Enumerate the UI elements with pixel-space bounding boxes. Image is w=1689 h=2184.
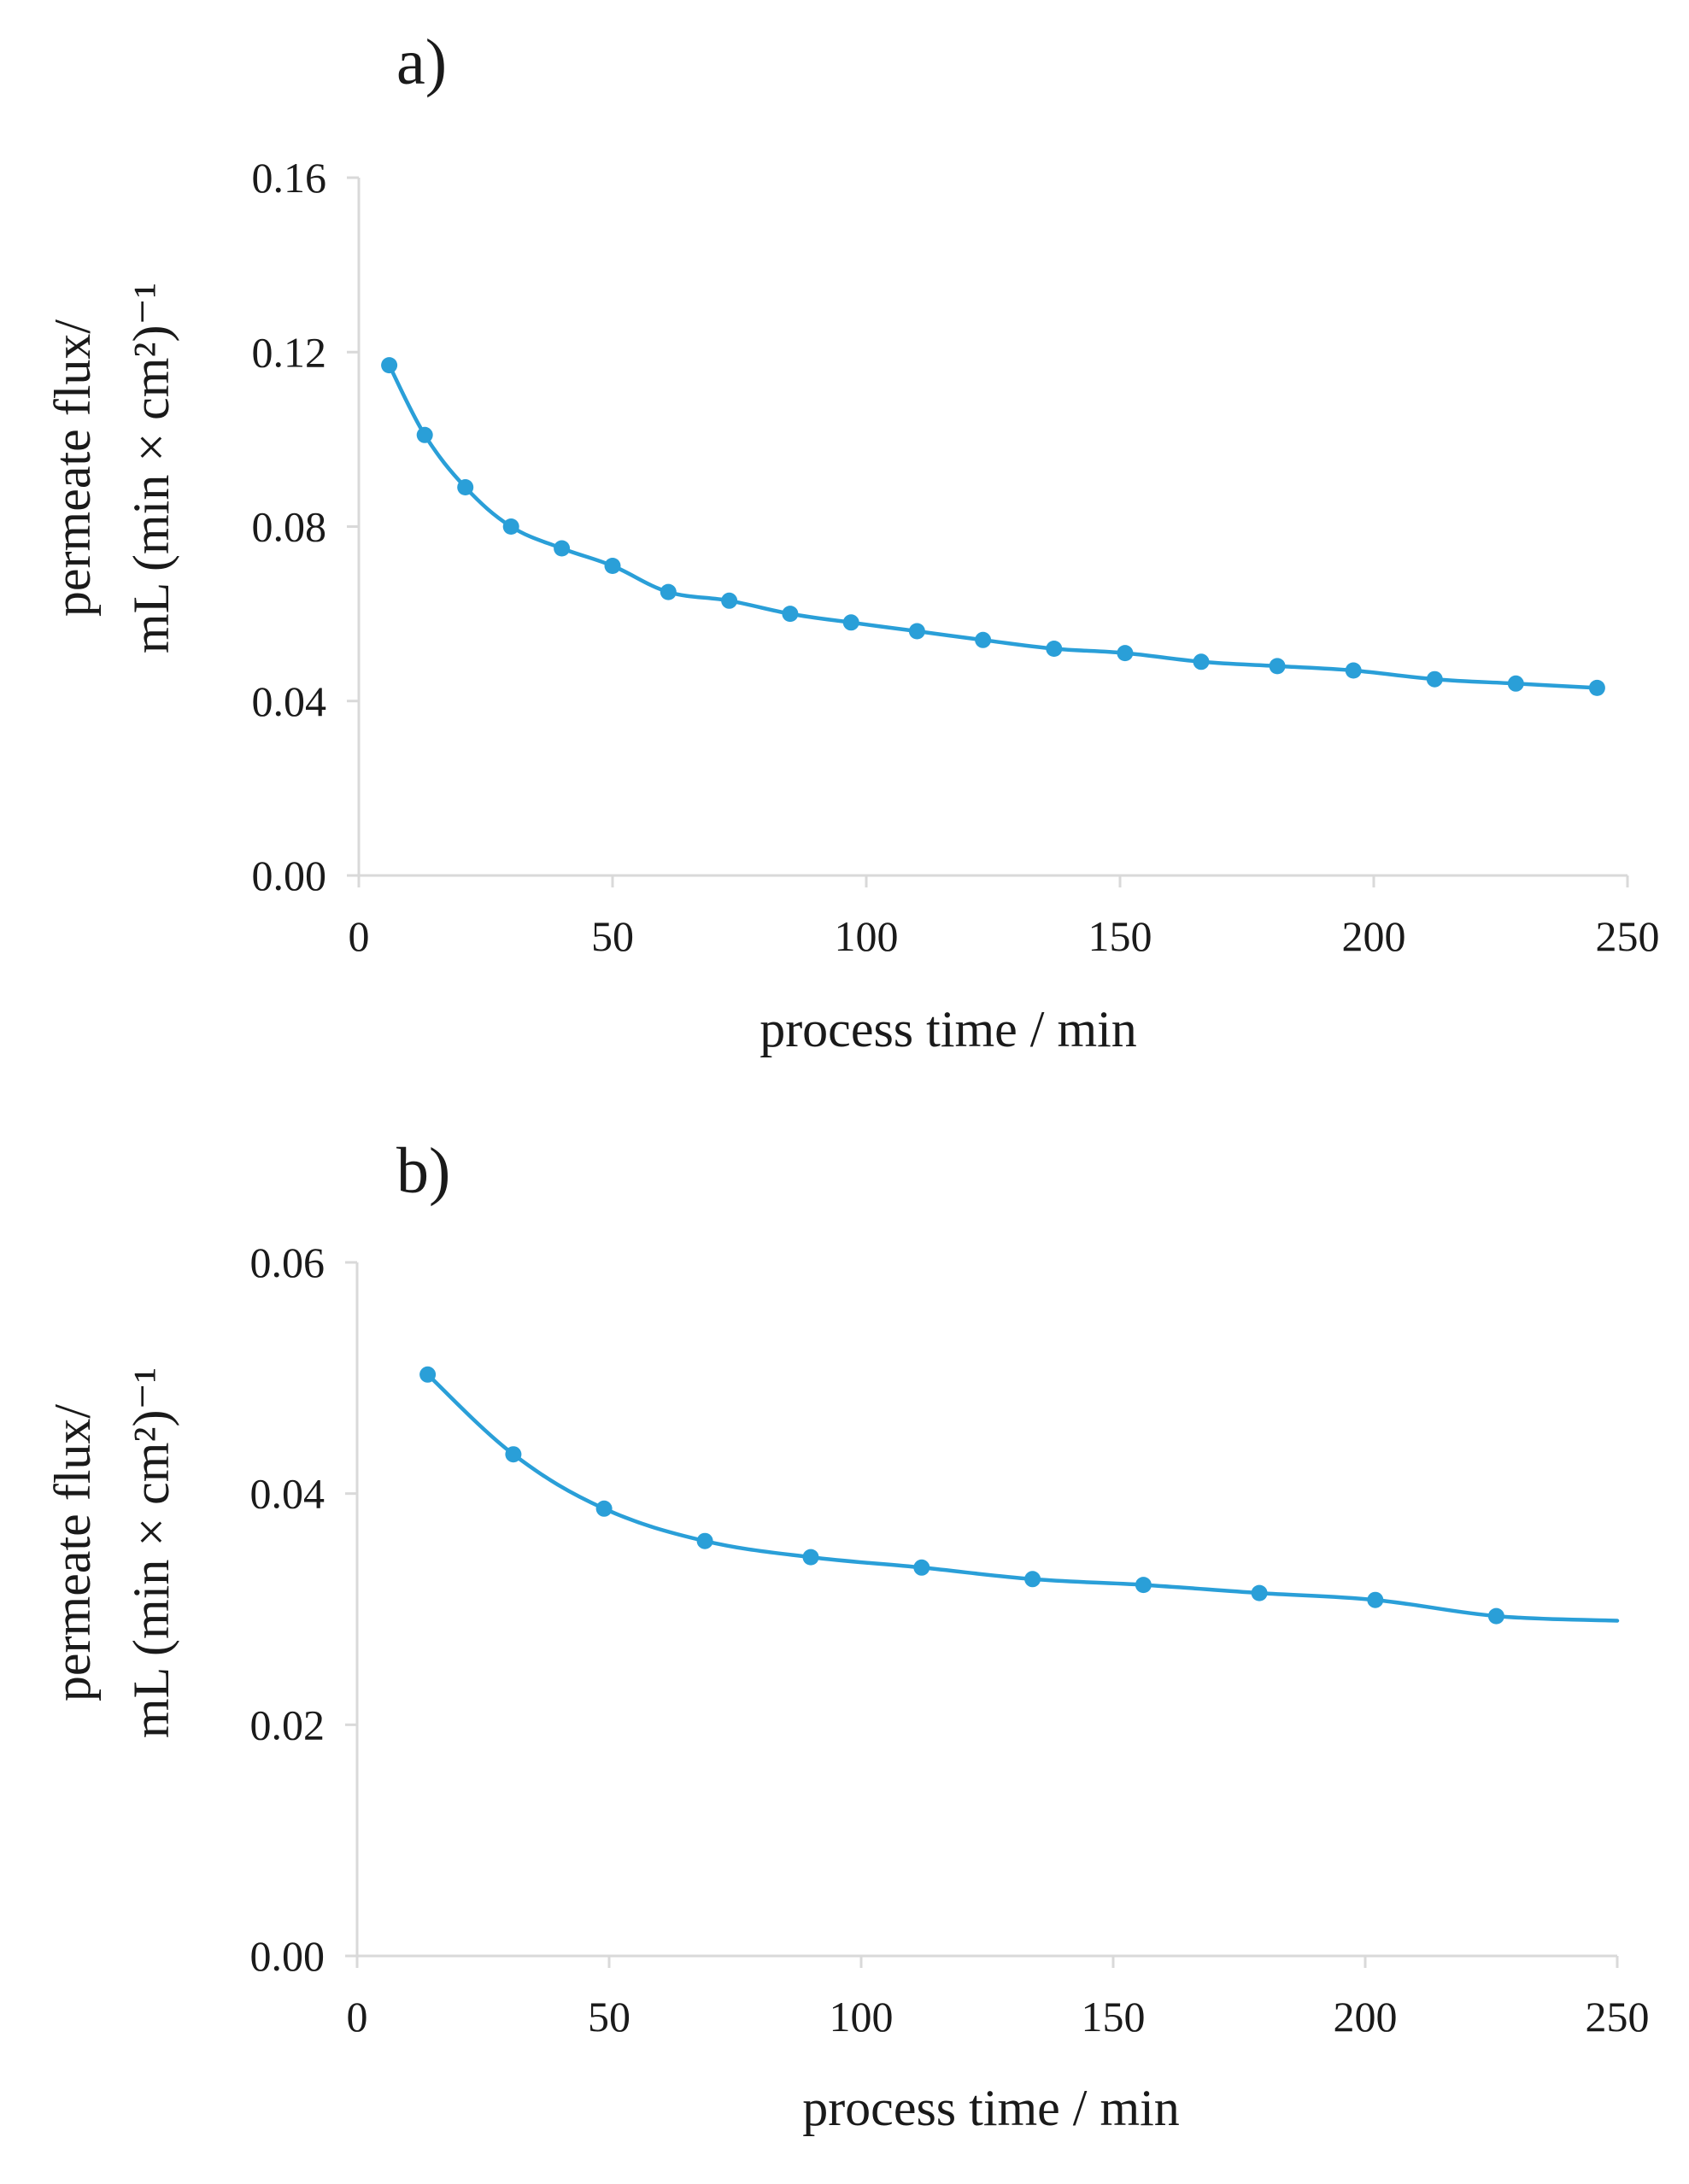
series-line-a — [387, 363, 1599, 690]
panel-label-a: a) — [396, 26, 447, 98]
data-point-a — [1588, 679, 1605, 696]
data-point-b — [1367, 1591, 1384, 1608]
data-point-a — [908, 623, 925, 640]
data-point-b — [419, 1366, 437, 1383]
data-point-a — [416, 426, 433, 443]
x-axis-title-a: process time / min — [759, 1001, 1137, 1057]
x-tick-label-a: 250 — [1596, 912, 1660, 960]
x-tick-label-a: 150 — [1088, 912, 1152, 960]
x-tick-label-b: 100 — [830, 1993, 894, 2041]
data-point-a — [842, 614, 859, 631]
data-point-a — [782, 606, 799, 623]
data-point-a — [1507, 675, 1524, 692]
data-point-b — [1487, 1607, 1504, 1625]
data-point-a — [1117, 645, 1134, 662]
data-point-b — [1135, 1577, 1152, 1594]
y-tick-label-b: 0.06 — [250, 1238, 325, 1286]
y-tick-label-b: 0.02 — [250, 1701, 325, 1748]
data-point-a — [554, 540, 571, 557]
y-axis-title-b-line1: permeate flux/ — [44, 1404, 101, 1701]
data-point-b — [505, 1446, 522, 1463]
data-point-a — [1426, 670, 1443, 688]
series-line-b — [425, 1373, 1620, 1623]
panel-b: b) permeate flux/ mL (min × cm²)⁻¹ 0.000… — [44, 1135, 1650, 2136]
x-tick-label-b: 50 — [588, 1993, 630, 2041]
x-axis-title-b: process time / min — [802, 2080, 1180, 2136]
y-tick-label-a: 0.04 — [252, 677, 327, 725]
plot-area-a: 0.00 0.04 0.08 0.12 0.16 0 50 100 150 200 250 — [252, 154, 1660, 960]
data-point-a — [1046, 641, 1063, 657]
x-tick-label-a: 0 — [349, 912, 370, 960]
y-axis-title-b-line2: mL (min × cm²)⁻¹ — [123, 1367, 179, 1738]
y-axis-title-b: permeate flux/ mL (min × cm²)⁻¹ — [44, 1367, 179, 1738]
x-tick-label-a: 100 — [835, 912, 899, 960]
data-point-b — [595, 1500, 613, 1517]
y-axis-title-a: permeate flux/ mL (min × cm²)⁻¹ — [44, 283, 179, 653]
x-tick-label-a: 50 — [591, 912, 634, 960]
data-point-b — [913, 1559, 930, 1576]
panel-a: a) permeate flux/ mL (min × cm²)⁻¹ 0.000… — [44, 26, 1660, 1057]
data-point-a — [1345, 662, 1362, 679]
y-tick-label-b: 0.04 — [250, 1470, 325, 1518]
x-tick-label-b: 0 — [347, 1993, 368, 2041]
data-point-a — [660, 583, 677, 600]
data-point-b — [802, 1549, 819, 1566]
data-point-a — [457, 479, 474, 495]
data-point-b — [1024, 1571, 1041, 1588]
y-tick-label-a: 0.12 — [252, 328, 327, 376]
y-tick-label-b: 0.00 — [250, 1932, 325, 1980]
y-tick-label-a: 0.00 — [252, 852, 327, 899]
data-point-a — [381, 357, 398, 374]
data-point-a — [502, 518, 519, 535]
x-tick-label-b: 200 — [1334, 1993, 1398, 2041]
data-point-b — [696, 1532, 713, 1549]
plot-area-b: 0.00 0.02 0.04 0.06 0 50 100 150 200 250 — [250, 1238, 1650, 2041]
x-tick-label-b: 150 — [1082, 1993, 1146, 2041]
panel-label-b: b) — [396, 1135, 450, 1207]
data-point-b — [1251, 1584, 1268, 1601]
y-tick-label-a: 0.16 — [252, 154, 327, 202]
data-point-a — [721, 592, 738, 609]
data-point-a — [1193, 653, 1210, 670]
x-tick-label-b: 250 — [1586, 1993, 1650, 2041]
y-axis-title-a-line2: mL (min × cm²)⁻¹ — [123, 283, 179, 653]
data-point-a — [1269, 658, 1286, 675]
y-tick-label-a: 0.08 — [252, 503, 327, 551]
y-axis-title-a-line1: permeate flux/ — [44, 319, 101, 617]
data-point-a — [975, 631, 992, 648]
x-tick-label-a: 200 — [1342, 912, 1406, 960]
data-point-a — [604, 558, 621, 574]
